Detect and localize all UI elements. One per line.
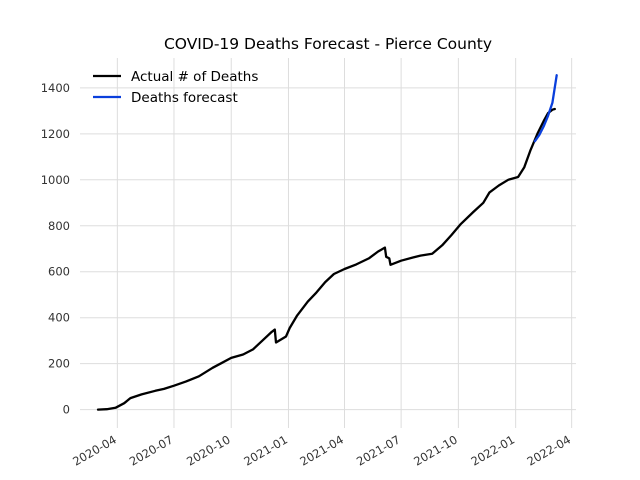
- series-line-deaths-forecast: [533, 74, 558, 143]
- grid: [80, 58, 576, 428]
- legend-label-actual: Actual # of Deaths: [131, 69, 258, 85]
- y-tick-label: 1000: [41, 173, 70, 187]
- x-tick-label: 2020-04: [70, 432, 119, 468]
- x-tick-label: 2020-07: [127, 432, 176, 468]
- series-layer: [96, 74, 558, 411]
- x-tick-labels: 2020-04 2020-07 2020-10 2021-01 2021-04 2021-…: [70, 432, 573, 468]
- x-tick-label: 2020-10: [184, 432, 233, 468]
- y-tick-label: 1200: [41, 127, 70, 141]
- y-tick-label: 0: [63, 403, 70, 417]
- x-tick-label: 2021-10: [411, 432, 460, 468]
- x-tick-label: 2021-04: [297, 432, 346, 468]
- y-tick-label: 1400: [41, 81, 70, 95]
- y-tick-labels: 0 200 400 600 800 1000 1200 1400: [41, 81, 70, 417]
- y-tick-label: 200: [48, 357, 70, 371]
- y-tick-label: 400: [48, 311, 70, 325]
- x-tick-label: 2021-07: [354, 432, 403, 468]
- x-tick-label: 2021-01: [241, 432, 290, 468]
- y-tick-label: 600: [48, 265, 70, 279]
- x-tick-label: 2022-01: [469, 432, 518, 468]
- chart-title: COVID-19 Deaths Forecast - Pierce County: [164, 35, 492, 53]
- x-tick-label: 2022-04: [525, 432, 574, 468]
- y-tick-label: 800: [48, 219, 70, 233]
- legend: Actual # of Deaths Deaths forecast: [93, 69, 258, 106]
- series-line-actual-deaths: [96, 107, 556, 411]
- legend-label-forecast: Deaths forecast: [131, 90, 238, 106]
